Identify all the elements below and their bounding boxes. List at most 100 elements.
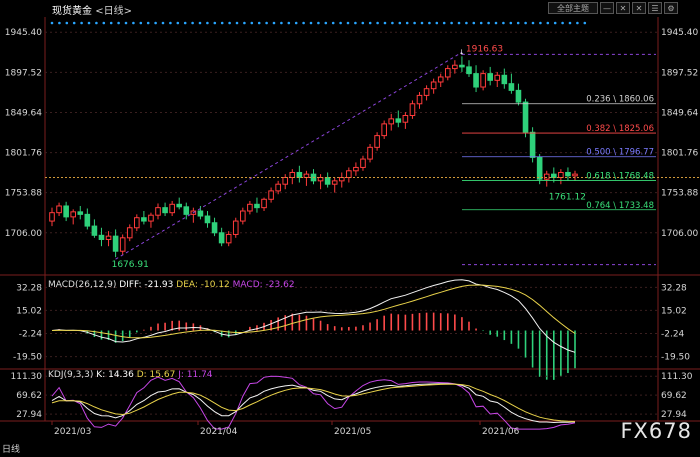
top-signal-dot	[494, 21, 498, 25]
chart-title: 现货黄金 <日线>	[52, 2, 132, 17]
date-tick-label: 2021/06	[482, 427, 520, 437]
kdj-legend: KDJ(9,3,3) K: 14.36 D: 15.67 J: 11.74	[48, 370, 213, 380]
candle-body	[282, 176, 289, 185]
macd-legend: MACD(26,12,9) DIFF: -21.93 DEA: -10.12 M…	[48, 280, 295, 290]
price-tick-right: 1753.88	[661, 189, 698, 199]
price-tick-left: 1945.40	[5, 28, 42, 38]
top-signal-dot	[161, 21, 165, 25]
fib-level-label: 0.618 \ 1768.48	[586, 171, 654, 181]
top-signal-dot	[465, 21, 468, 25]
macd-diff: DIFF: -21.93	[119, 280, 174, 290]
kdj-k: K: 14.36	[96, 370, 134, 380]
candle-body	[367, 146, 373, 160]
settings-icon[interactable]: ⚙	[664, 2, 678, 14]
top-signal-dot	[191, 21, 194, 25]
macd-value: MACD: -23.62	[232, 280, 295, 290]
price-tick-right: 1897.52	[661, 68, 698, 78]
top-signal-dot	[539, 21, 542, 25]
candle-body	[84, 213, 91, 227]
top-bar: 现货黄金 <日线> 全部主题 — ✕ ✕ ☰ ⚙	[0, 0, 700, 17]
kdj-j: J: 11.74	[178, 370, 213, 380]
candle-body	[105, 235, 112, 240]
macd-tick-left: 32.28	[16, 283, 42, 293]
macd-tick-left: -19.50	[13, 353, 42, 363]
candle-body	[112, 235, 119, 252]
top-signal-dot	[472, 21, 476, 25]
candle-body	[430, 81, 437, 90]
macd-dea: DEA: -10.12	[176, 280, 230, 290]
candle-body	[473, 73, 479, 88]
candle-body	[536, 156, 543, 180]
date-tick-label: 2021/03	[54, 427, 91, 437]
candle-body	[494, 74, 501, 81]
top-signal-dot	[561, 21, 564, 25]
bottom-period-label[interactable]: 日线	[2, 445, 21, 455]
top-signal-dot	[457, 21, 461, 25]
macd-tick-right: 15.02	[661, 306, 687, 316]
top-signal-dot	[183, 21, 187, 25]
fib-level-label: 0.236 \ 1860.06	[586, 95, 654, 105]
candle-body	[409, 103, 416, 117]
high-marker: ↓	[459, 48, 465, 56]
candle-body	[395, 118, 402, 123]
top-signal-dot	[213, 21, 217, 25]
top-signal-dot	[287, 21, 291, 25]
kdj-k-line	[51, 383, 576, 424]
price-tick-left: 1706.00	[5, 229, 42, 239]
kdj-tick-left: 111.30	[11, 372, 43, 382]
candle-body	[275, 183, 281, 192]
candle-body	[254, 203, 260, 209]
theme-button[interactable]: 全部主题	[548, 2, 598, 14]
kdj-tick-left: 27.94	[16, 410, 42, 420]
top-signal-dot	[109, 21, 113, 25]
candle-body	[508, 83, 515, 91]
top-signal-dot	[509, 21, 513, 25]
close-indicator-button[interactable]: ✕	[616, 2, 630, 14]
macd-tick-right: 32.28	[661, 283, 687, 293]
candle-body	[148, 214, 154, 222]
instrument-name: 现货黄金	[52, 6, 92, 17]
candle-body	[522, 101, 529, 133]
low-annotation: 1676.91	[112, 260, 149, 270]
top-signal-dot	[368, 21, 372, 25]
candle-body	[119, 237, 126, 252]
candle-body	[437, 76, 444, 83]
minimize-button[interactable]: —	[600, 2, 614, 14]
top-signal-dot	[568, 21, 572, 25]
top-signal-dot	[391, 21, 394, 25]
kdj-tick-right: 69.62	[661, 391, 687, 401]
top-signal-dot	[294, 21, 298, 25]
date-tick-label: 2021/04	[200, 427, 238, 437]
candle-body	[572, 173, 578, 177]
top-signal-dot	[346, 21, 350, 25]
candle-body	[155, 207, 161, 216]
recent-low-annotation: 1761.12	[549, 193, 586, 203]
date-tick-label: 2021/05	[334, 427, 371, 437]
candle-body	[416, 94, 423, 105]
top-signal-dot	[65, 21, 69, 25]
top-signal-dot	[546, 21, 550, 25]
candle-body	[317, 176, 324, 182]
candle-body	[515, 89, 522, 103]
close-button[interactable]: ✕	[632, 2, 646, 14]
menu-icon[interactable]: ☰	[648, 2, 662, 14]
top-signal-dot	[502, 21, 505, 25]
candle-body	[360, 158, 366, 168]
price-tick-left: 1849.64	[5, 108, 42, 118]
top-signal-dot	[576, 21, 579, 25]
candle-body	[211, 222, 218, 234]
candle-body	[402, 115, 409, 123]
candle-body	[423, 88, 430, 96]
macd-tick-left: -2.24	[19, 330, 43, 340]
top-signal-dot	[95, 21, 98, 25]
period-label[interactable]: <日线>	[95, 6, 132, 17]
candle-body	[247, 203, 253, 212]
top-signal-dot	[383, 21, 387, 25]
candle-body	[487, 73, 493, 81]
chart-background	[0, 17, 700, 457]
candle-body	[444, 68, 451, 78]
candle-body	[565, 171, 571, 177]
candle-body	[480, 73, 486, 88]
candle-body	[331, 180, 338, 185]
